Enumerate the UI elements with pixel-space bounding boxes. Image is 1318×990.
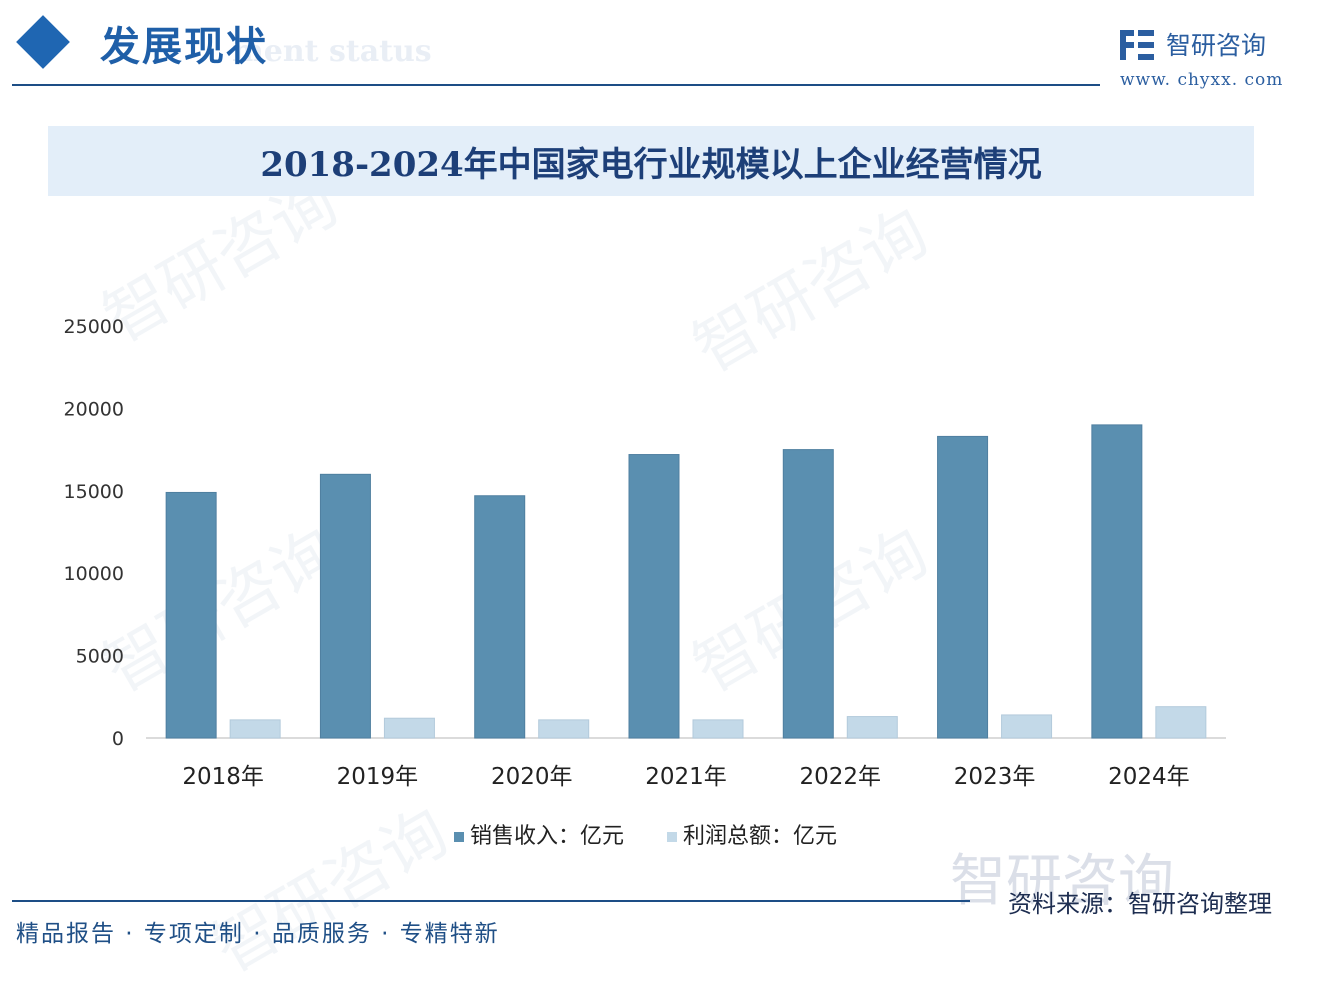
header-divider bbox=[12, 84, 1100, 86]
legend-swatch-sales bbox=[454, 832, 464, 842]
bar-profit bbox=[383, 717, 435, 739]
bar-profit bbox=[692, 719, 744, 739]
x-tick-label: 2020年 bbox=[491, 764, 573, 790]
y-tick-label: 0 bbox=[112, 728, 124, 750]
brand-url: www. chyxx. com bbox=[1120, 70, 1284, 90]
legend-item-profit: 利润总额：亿元 bbox=[667, 818, 837, 850]
y-tick-label: 15000 bbox=[64, 481, 124, 503]
y-tick-label: 10000 bbox=[64, 563, 124, 585]
page-title: 发展现状 bbox=[100, 23, 268, 70]
footer-divider bbox=[12, 900, 970, 902]
footer-watermark-logo: 智研咨询 bbox=[950, 849, 1174, 914]
brand-name: 智研咨询 bbox=[1166, 31, 1267, 60]
header-subtitle: ment status bbox=[232, 34, 432, 69]
bar-chart: 0 5000 10000 15000 20000 25000 2018年 2019年 2020年… bbox=[64, 316, 1226, 790]
x-tick-label: 2018年 bbox=[182, 764, 264, 790]
watermark-text: 智研咨询 bbox=[201, 795, 461, 988]
footer-slogan: 精品报告 · 专项定制 · 品质服务 · 专精特新 bbox=[16, 921, 500, 947]
chart-legend: 销售收入：亿元 利润总额：亿元 bbox=[454, 818, 873, 850]
bar-profit bbox=[1155, 706, 1207, 739]
header-diamond-icon bbox=[16, 15, 70, 69]
x-tick-label: 2021年 bbox=[645, 764, 727, 790]
x-tick-label: 2023年 bbox=[954, 764, 1036, 790]
bar-profit bbox=[846, 716, 898, 739]
y-tick-label: 25000 bbox=[64, 316, 124, 338]
x-tick-label: 2019年 bbox=[337, 764, 419, 790]
bar-profit bbox=[538, 719, 590, 739]
bar-profit bbox=[1001, 714, 1053, 739]
legend-label-sales: 销售收入：亿元 bbox=[470, 824, 625, 849]
brand-logo-icon bbox=[1120, 30, 1154, 60]
bar-profit bbox=[229, 719, 281, 739]
bar-sales bbox=[165, 491, 217, 739]
bar-sales bbox=[1091, 424, 1143, 739]
x-tick-label: 2024年 bbox=[1108, 764, 1190, 790]
chart-title-band: 2018-2024年中国家电行业规模以上企业经营情况 bbox=[48, 126, 1254, 196]
bar-sales bbox=[782, 449, 834, 739]
footer-source: 资料来源：智研咨询整理 bbox=[1008, 890, 1272, 918]
bar-sales bbox=[319, 473, 371, 739]
y-tick-label: 20000 bbox=[64, 398, 124, 420]
x-tick-label: 2022年 bbox=[800, 764, 882, 790]
chart-title: 2018-2024年中国家电行业规模以上企业经营情况 bbox=[260, 145, 1042, 185]
bar-sales bbox=[937, 435, 989, 739]
bar-sales bbox=[628, 454, 680, 739]
y-tick-label: 5000 bbox=[76, 646, 124, 668]
legend-swatch-profit bbox=[667, 832, 678, 842]
legend-item-sales: 销售收入：亿元 bbox=[454, 818, 624, 850]
legend-label-profit: 利润总额：亿元 bbox=[683, 824, 838, 849]
bar-sales bbox=[474, 495, 526, 739]
